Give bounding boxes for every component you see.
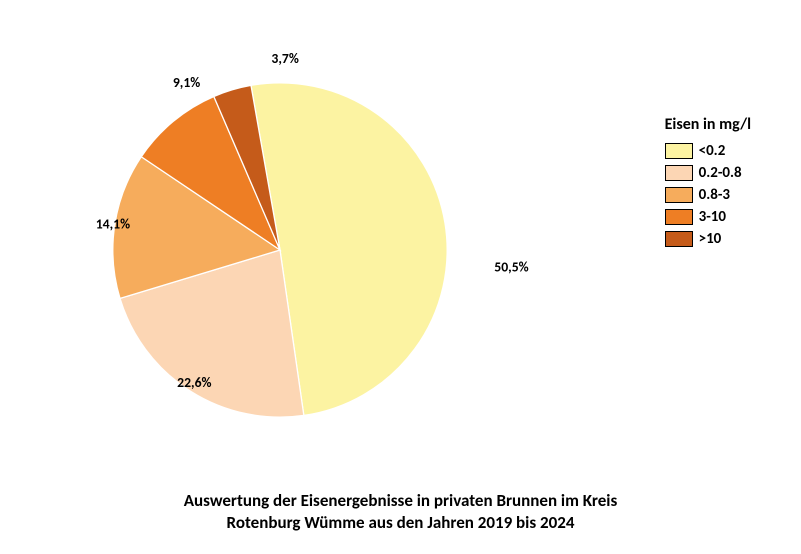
legend-label-1: 0.2-0.8: [699, 164, 742, 182]
legend-swatch-1: [665, 165, 693, 181]
legend-row-1: 0.2-0.8: [665, 164, 751, 182]
legend-row-3: 3-10: [665, 208, 751, 226]
pie-slice-label-0: 50,5%: [494, 258, 528, 275]
pie-slice-label-1: 22,6%: [177, 374, 211, 391]
legend-items: <0.2 0.2-0.8 0.8-3 3-10 >10: [665, 142, 751, 248]
legend-label-3: 3-10: [699, 208, 726, 226]
chart-container: 50,5% 22,6% 14,1% 9,1% 3,7% Eisen in mg/l <0…: [0, 0, 801, 554]
legend-title: Eisen in mg/l: [665, 115, 751, 134]
legend-swatch-2: [665, 187, 693, 203]
legend-swatch-4: [665, 231, 693, 247]
legend-swatch-0: [665, 143, 693, 159]
legend-row-2: 0.8-3: [665, 186, 751, 204]
pie-slice-label-4: 3,7%: [271, 50, 298, 67]
caption: Auswertung der Eisenergebnisse in privat…: [0, 490, 801, 534]
pie-slice-label-2: 14,1%: [96, 216, 130, 233]
legend-row-4: >10: [665, 230, 751, 248]
legend-label-4: >10: [699, 230, 722, 248]
legend-label-0: <0.2: [699, 142, 726, 160]
legend-row-0: <0.2: [665, 142, 751, 160]
caption-line2: Rotenburg Wümme aus den Jahren 2019 bis …: [227, 512, 575, 533]
caption-line1: Auswertung der Eisenergebnisse in privat…: [184, 490, 618, 511]
pie-chart-area: 50,5%22,6%14,1%9,1%3,7%: [40, 20, 520, 480]
legend-swatch-3: [665, 209, 693, 225]
legend-label-2: 0.8-3: [699, 186, 730, 204]
legend: Eisen in mg/l <0.2 0.2-0.8 0.8-3 3-10 >10: [665, 115, 751, 252]
pie-slice-label-3: 9,1%: [173, 74, 200, 91]
pie-chart-svg: 50,5%22,6%14,1%9,1%3,7%: [40, 20, 520, 480]
